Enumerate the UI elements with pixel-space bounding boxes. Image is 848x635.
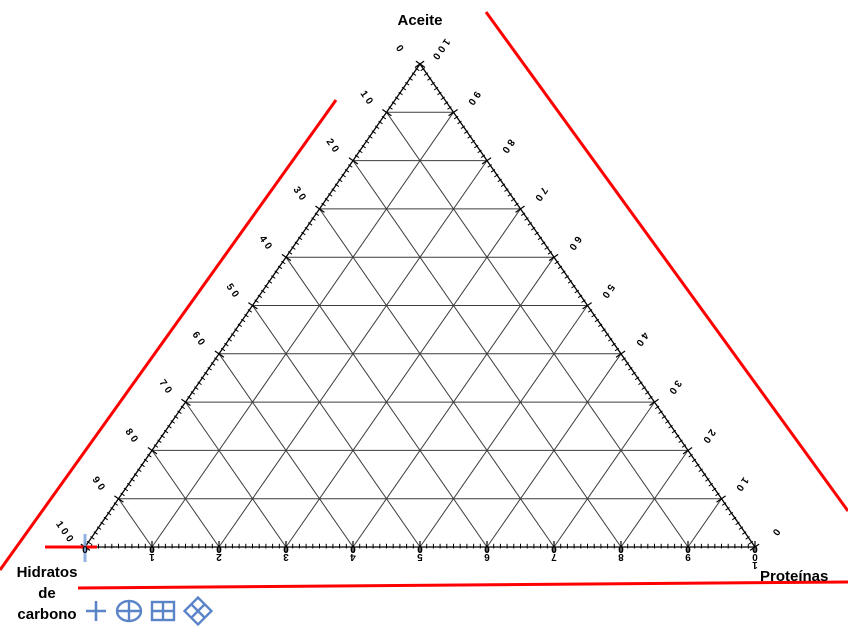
axis-title-proteinas: Proteínas (760, 568, 829, 585)
red-annotation-line (0, 99, 338, 571)
red-annotation-line (77, 580, 848, 590)
plus-icon[interactable] (84, 597, 108, 625)
red-annotation-line (484, 11, 848, 512)
axis-title-hidratos-line2: de (38, 585, 56, 602)
toolbar (84, 596, 213, 626)
circle-plus-icon[interactable] (115, 597, 143, 625)
axis-title-aceite: Aceite (397, 12, 443, 29)
grid-square-icon[interactable] (150, 597, 176, 625)
diamond-grid-icon[interactable] (183, 596, 213, 626)
axis-title-hidratos-line3: carbono (17, 606, 77, 623)
axis-title-hidratos-line1: Hidratos (16, 564, 78, 581)
axis-title-hidratos: Hidratos de carbono (4, 562, 90, 625)
tick-label-bottom: 0 (82, 543, 88, 554)
